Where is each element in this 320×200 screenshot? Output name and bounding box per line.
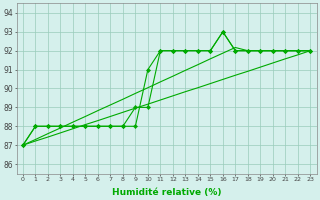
X-axis label: Humidité relative (%): Humidité relative (%) [112,188,221,197]
